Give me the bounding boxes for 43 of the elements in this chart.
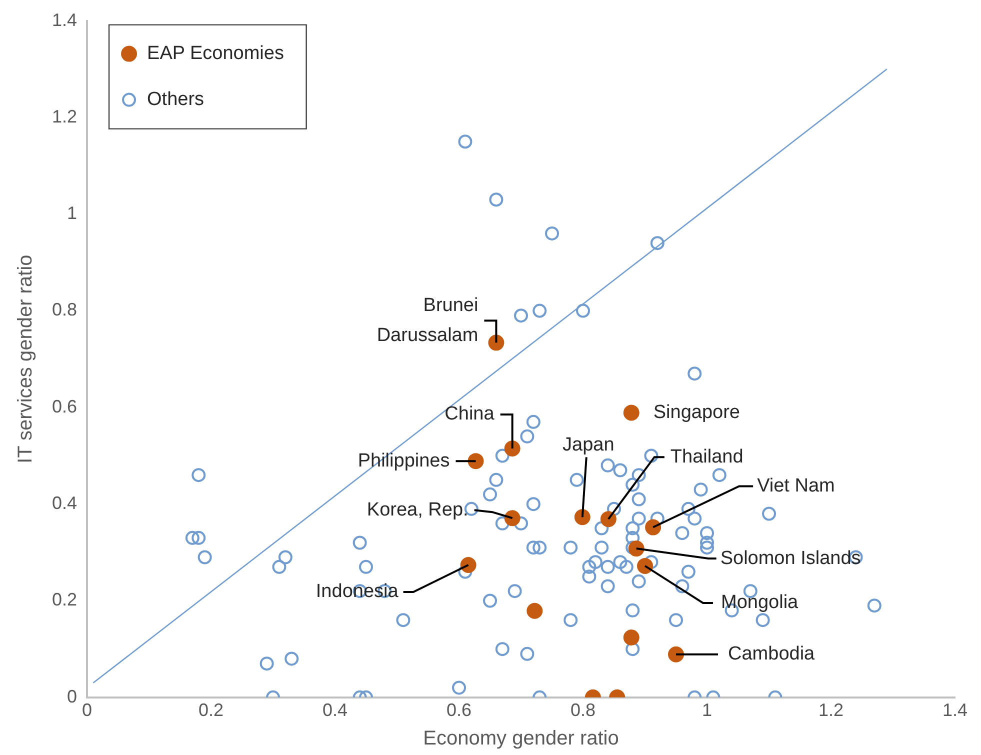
x-tick-label: 0.4 (322, 700, 348, 720)
y-tick-label: 1.4 (52, 10, 78, 30)
y-tick-label: 0.6 (52, 396, 78, 416)
annotation: China (444, 404, 495, 425)
y-tick-label: 0.4 (52, 493, 78, 514)
point (526, 602, 543, 619)
annotation: Cambodia (728, 644, 816, 665)
annotation: Viet Nam (757, 476, 835, 497)
x-tick-label: 0.2 (198, 700, 224, 720)
annotation: Japan (562, 434, 614, 456)
x-tick-label: 0 (82, 700, 92, 720)
point (637, 558, 654, 574)
y-tick-label: 0.8 (52, 300, 78, 320)
y-tick-label: 0.2 (52, 590, 78, 610)
annotation: Korea, Rep. (366, 499, 468, 520)
point (460, 556, 476, 573)
x-tick-label: 0.6 (446, 700, 472, 720)
point (668, 646, 684, 662)
y-tick-label: 1 (67, 203, 78, 224)
annotation: Thailand (670, 446, 744, 468)
point (645, 519, 662, 536)
annotation: Mongolia (721, 592, 799, 614)
y-tick-label: 1.2 (52, 106, 78, 126)
point (504, 510, 520, 526)
x-tick-label: 1.4 (942, 700, 968, 720)
x-tick-label: 1.2 (818, 700, 844, 720)
x-tick-label: 0.8 (570, 700, 596, 720)
point (574, 509, 590, 526)
point (623, 629, 640, 646)
point (468, 453, 484, 470)
legend-label: Others (147, 89, 204, 110)
point (628, 540, 644, 557)
annotation: Brunei Darussalam (376, 294, 478, 346)
point (488, 334, 504, 351)
point (504, 440, 520, 457)
x-axis-title: Economy gender ratio (423, 728, 619, 750)
y-axis-title: IT services gender ratio (14, 254, 37, 464)
legend-label: EAP Economies (147, 43, 284, 64)
x-tick-label: 1 (702, 700, 712, 720)
point (623, 404, 640, 421)
y-tick-label: 0 (67, 686, 78, 706)
annotation: Singapore (653, 402, 740, 423)
point (600, 511, 616, 528)
